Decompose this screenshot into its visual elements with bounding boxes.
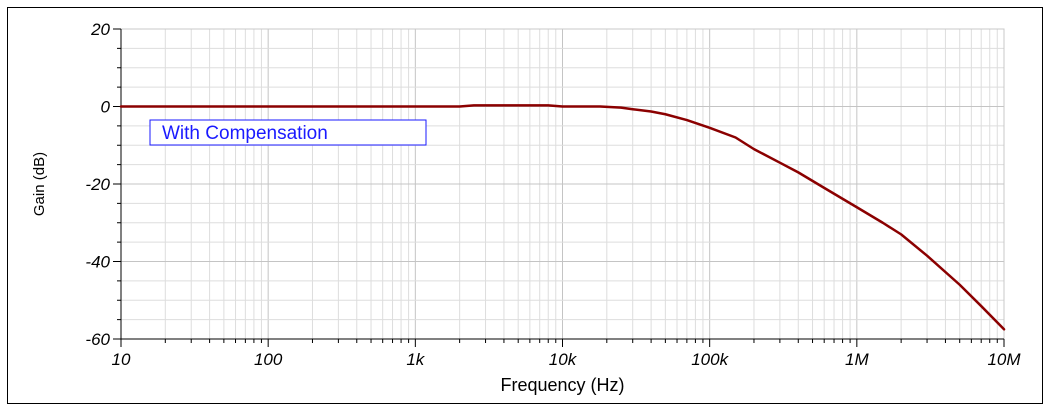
x-tick-label: 1k	[406, 350, 425, 369]
x-tick-label: 10k	[549, 350, 578, 369]
x-tick-label: 100	[254, 350, 283, 369]
x-tick-label: 1M	[845, 350, 869, 369]
y-tick-label: -40	[85, 253, 110, 272]
ticks: 10 100 1k 10k 100k 1M 10M 20 0 -20 -40 -60	[85, 20, 1021, 369]
legend-label: With Compensation	[162, 123, 328, 144]
legend: With Compensation	[150, 120, 426, 145]
y-tick-label: 20	[90, 20, 110, 39]
x-tick-label: 10	[112, 350, 131, 369]
y-tick-label: -20	[85, 175, 110, 194]
y-tick-label: -60	[85, 330, 110, 349]
x-tick-label: 10M	[987, 350, 1021, 369]
x-axis-title: Frequency (Hz)	[500, 375, 624, 395]
x-tick-label: 100k	[691, 350, 729, 369]
grid	[121, 29, 1004, 339]
y-tick-label: 0	[101, 98, 111, 117]
y-axis-title: Gain (dB)	[31, 152, 48, 216]
